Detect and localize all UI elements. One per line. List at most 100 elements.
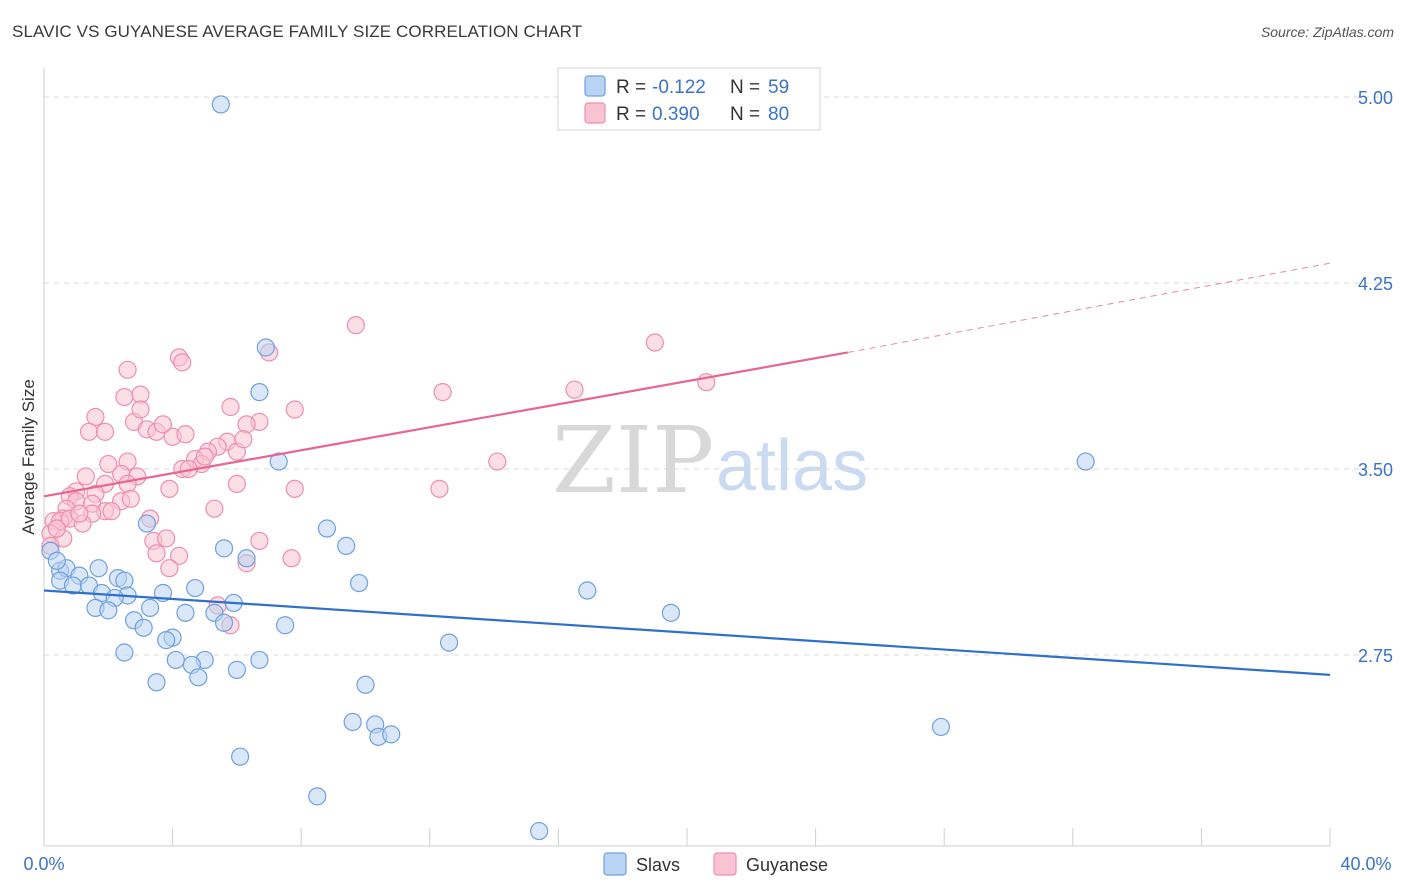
bottom-legend-label-slavs: Slavs — [636, 855, 680, 875]
y-tick-label: 5.00 — [1358, 88, 1393, 108]
watermark-atlas: atlas — [716, 426, 868, 506]
data-point-guyanese — [221, 397, 240, 417]
grid-lines — [44, 96, 1392, 656]
data-point-slavs — [189, 668, 208, 687]
data-point-slavs — [343, 712, 362, 732]
legend-r-value-guyanese: 0.390 — [652, 104, 700, 125]
trend-lines — [43, 262, 1331, 676]
data-point-guyanese — [160, 559, 179, 578]
data-point-guyanese — [121, 489, 140, 508]
data-point-slavs — [140, 598, 160, 617]
bottom-legend-label-guyanese: Guyanese — [746, 855, 828, 875]
data-point-slavs — [237, 549, 256, 568]
data-point-slavs — [1076, 452, 1095, 471]
data-point-slavs — [147, 673, 166, 692]
data-point-guyanese — [645, 333, 664, 352]
legend-n-value-slavs: 59 — [768, 77, 789, 98]
data-point-slavs — [214, 539, 234, 558]
data-point-slavs — [661, 603, 681, 622]
legend-n-value-guyanese: 80 — [768, 104, 789, 125]
bottom-legend-swatch-guyanese — [713, 852, 737, 876]
data-point-slavs — [250, 383, 269, 402]
data-point-guyanese — [102, 502, 121, 521]
data-point-slavs — [99, 601, 118, 620]
data-point-slavs — [227, 660, 246, 679]
data-point-guyanese — [147, 544, 166, 563]
chart-title: SLAVIC VS GUYANESE AVERAGE FAMILY SIZE C… — [12, 22, 583, 41]
x-axis-ticks — [43, 828, 1331, 846]
data-point-guyanese — [430, 479, 449, 498]
data-point-slavs — [337, 536, 356, 555]
data-point-guyanese — [76, 467, 95, 486]
data-point-guyanese — [115, 387, 134, 407]
data-point-slavs — [166, 650, 185, 670]
correlation-legend: R = -0.122 N = 59 R = 0.390 N = 80 — [557, 67, 821, 131]
series-legend: Slavs Guyanese — [603, 852, 828, 876]
data-point-guyanese — [118, 474, 137, 493]
trend-line-guyanese-extension — [847, 262, 1331, 353]
data-point-slavs — [231, 747, 250, 766]
data-point-slavs — [356, 675, 375, 694]
data-point-guyanese — [285, 479, 304, 498]
data-point-guyanese — [70, 504, 89, 523]
watermark-zip: ZIP — [552, 407, 714, 514]
data-point-slavs — [349, 573, 369, 593]
data-point-guyanese — [488, 452, 507, 471]
data-point-slavs — [211, 95, 230, 114]
x-tick-label-max: 40.0% — [1340, 854, 1391, 874]
data-point-slavs — [578, 581, 597, 600]
data-point-guyanese — [565, 380, 584, 399]
bottom-legend-swatch-slavs — [603, 852, 627, 876]
source-credit: Source: ZipAtlas.com — [1260, 24, 1394, 40]
legend-r-value-slavs: -0.122 — [652, 77, 706, 98]
data-point-slavs — [115, 643, 134, 662]
data-point-guyanese — [95, 422, 115, 441]
data-point-slavs — [317, 519, 337, 538]
data-point-slavs — [250, 650, 269, 670]
legend-r-label-guyanese: R = — [616, 104, 646, 125]
legend-n-label-slavs: N = — [730, 77, 760, 98]
data-point-guyanese — [118, 360, 137, 379]
legend-r-label-slavs: R = — [616, 77, 646, 98]
data-point-slavs — [47, 551, 66, 570]
data-point-slavs — [276, 616, 295, 635]
data-point-guyanese — [227, 474, 246, 493]
y-axis-label: Average Family Size — [19, 379, 38, 535]
data-point-guyanese — [250, 531, 269, 551]
legend-n-label-guyanese: N = — [730, 104, 760, 125]
data-point-slavs — [931, 717, 951, 737]
data-point-guyanese — [169, 546, 189, 565]
data-point-guyanese — [433, 383, 452, 402]
data-point-slavs — [269, 452, 288, 471]
data-point-guyanese — [237, 415, 256, 434]
data-point-slavs — [137, 514, 156, 533]
data-point-guyanese — [176, 425, 195, 444]
y-tick-label: 2.75 — [1358, 646, 1393, 666]
data-point-slavs — [214, 613, 234, 632]
series-slavs-points — [41, 95, 1095, 841]
data-point-guyanese — [47, 519, 66, 538]
legend-swatch-slavs — [584, 75, 606, 97]
data-point-guyanese — [205, 499, 224, 518]
data-point-slavs — [115, 571, 134, 590]
trend-line-guyanese — [43, 351, 848, 498]
data-point-slavs — [176, 603, 195, 622]
data-point-guyanese — [153, 415, 173, 434]
data-point-slavs — [308, 787, 327, 806]
data-point-guyanese — [282, 549, 301, 568]
data-point-guyanese — [79, 422, 99, 441]
data-point-guyanese — [157, 529, 176, 548]
x-tick-label-min: 0.0% — [23, 854, 64, 874]
data-point-slavs — [382, 725, 401, 744]
data-point-slavs — [439, 633, 459, 652]
data-point-guyanese — [195, 447, 214, 466]
data-point-guyanese — [285, 400, 304, 419]
data-point-guyanese — [160, 479, 179, 498]
data-point-slavs — [134, 618, 153, 637]
data-point-guyanese — [234, 430, 253, 449]
data-point-guyanese — [346, 316, 365, 335]
y-axis-tick-labels: 2.75 3.50 4.25 5.00 — [1358, 88, 1393, 666]
trend-line-slavs — [43, 589, 1331, 676]
data-point-slavs — [256, 338, 275, 357]
data-point-slavs — [530, 821, 549, 841]
